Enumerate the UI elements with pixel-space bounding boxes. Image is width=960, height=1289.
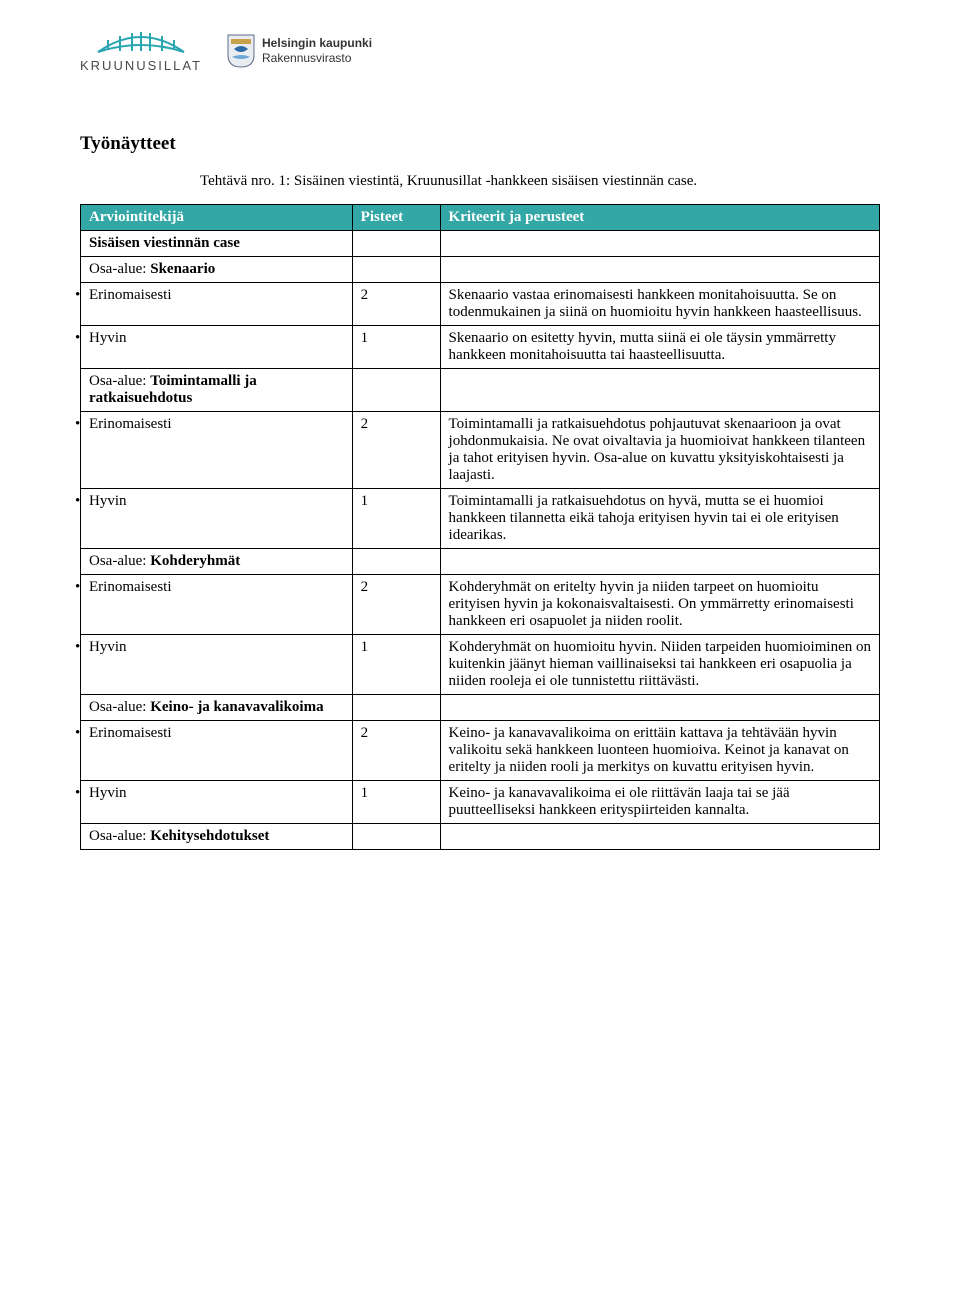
- group-label-cell: Osa-alue: Toimintamalli ja ratkaisuehdot…: [81, 369, 353, 412]
- criteria-cell: Kohderyhmät on eritelty hyvin ja niiden …: [440, 575, 879, 635]
- helsinki-crest-icon: [226, 33, 256, 69]
- group-criteria-cell: [440, 824, 879, 850]
- section-title: Työnäytteet: [80, 133, 880, 155]
- helsinki-org-line2: Rakennusvirasto: [262, 51, 372, 66]
- group-criteria-cell: [440, 549, 879, 575]
- level-cell: Erinomaisesti: [81, 721, 353, 781]
- level-cell: Hyvin: [81, 781, 353, 824]
- level-cell: Hyvin: [81, 326, 353, 369]
- points-cell: 2: [352, 412, 440, 489]
- table-group-row: Osa-alue: Toimintamalli ja ratkaisuehdot…: [81, 369, 880, 412]
- kruunusillat-logo: KRUUNUSILLAT: [80, 28, 202, 73]
- table-group-row: Sisäisen viestinnän case: [81, 231, 880, 257]
- points-cell: 2: [352, 575, 440, 635]
- group-points-cell: [352, 695, 440, 721]
- table-group-row: Osa-alue: Kohderyhmät: [81, 549, 880, 575]
- level-cell: Erinomaisesti: [81, 283, 353, 326]
- table-row: Hyvin1Toimintamalli ja ratkaisuehdotus o…: [81, 489, 880, 549]
- table-group-row: Osa-alue: Skenaario: [81, 257, 880, 283]
- level-cell: Hyvin: [81, 635, 353, 695]
- assessment-table: Arviointitekijä Pisteet Kriteerit ja per…: [80, 204, 880, 850]
- criteria-cell: Keino- ja kanavavalikoima ei ole riittäv…: [440, 781, 879, 824]
- criteria-cell: Keino- ja kanavavalikoima on erittäin ka…: [440, 721, 879, 781]
- document-page: KRUUNUSILLAT Helsingin kaupunki Rakennus…: [0, 0, 960, 1289]
- group-label-cell: Osa-alue: Kehitysehdotukset: [81, 824, 353, 850]
- level-cell: Erinomaisesti: [81, 575, 353, 635]
- points-cell: 2: [352, 283, 440, 326]
- group-points-cell: [352, 257, 440, 283]
- level-cell: Erinomaisesti: [81, 412, 353, 489]
- group-points-cell: [352, 369, 440, 412]
- criteria-cell: Toimintamalli ja ratkaisuehdotus pohjaut…: [440, 412, 879, 489]
- task-line: Tehtävä nro. 1: Sisäinen viestintä, Kruu…: [200, 173, 880, 190]
- group-points-cell: [352, 824, 440, 850]
- points-cell: 1: [352, 489, 440, 549]
- points-cell: 1: [352, 326, 440, 369]
- group-points-cell: [352, 549, 440, 575]
- table-row: Erinomaisesti2Keino- ja kanavavalikoima …: [81, 721, 880, 781]
- helsinki-org-line1: Helsingin kaupunki: [262, 36, 372, 51]
- table-group-row: Osa-alue: Keino- ja kanavavalikoima: [81, 695, 880, 721]
- table-body: Sisäisen viestinnän caseOsa-alue: Skenaa…: [81, 231, 880, 850]
- table-row: Hyvin1Kohderyhmät on huomioitu hyvin. Ni…: [81, 635, 880, 695]
- col-header-factor: Arviointitekijä: [81, 205, 353, 231]
- table-row: Erinomaisesti2Toimintamalli ja ratkaisue…: [81, 412, 880, 489]
- kruunusillat-brand-text: KRUUNUSILLAT: [80, 58, 202, 73]
- criteria-cell: Toimintamalli ja ratkaisuehdotus on hyvä…: [440, 489, 879, 549]
- points-cell: 1: [352, 635, 440, 695]
- helsinki-org-text: Helsingin kaupunki Rakennusvirasto: [262, 36, 372, 66]
- points-cell: 1: [352, 781, 440, 824]
- table-row: Erinomaisesti2Kohderyhmät on eritelty hy…: [81, 575, 880, 635]
- table-row: Hyvin1Keino- ja kanavavalikoima ei ole r…: [81, 781, 880, 824]
- table-row: Erinomaisesti2Skenaario vastaa erinomais…: [81, 283, 880, 326]
- bridge-icon: [96, 28, 186, 56]
- criteria-cell: Kohderyhmät on huomioitu hyvin. Niiden t…: [440, 635, 879, 695]
- criteria-cell: Skenaario vastaa erinomaisesti hankkeen …: [440, 283, 879, 326]
- table-group-row: Osa-alue: Kehitysehdotukset: [81, 824, 880, 850]
- group-criteria-cell: [440, 695, 879, 721]
- header-logos: KRUUNUSILLAT Helsingin kaupunki Rakennus…: [80, 28, 880, 73]
- helsinki-logo: Helsingin kaupunki Rakennusvirasto: [226, 33, 372, 69]
- group-label-cell: Sisäisen viestinnän case: [81, 231, 353, 257]
- points-cell: 2: [352, 721, 440, 781]
- group-criteria-cell: [440, 369, 879, 412]
- group-criteria-cell: [440, 231, 879, 257]
- col-header-points: Pisteet: [352, 205, 440, 231]
- group-points-cell: [352, 231, 440, 257]
- criteria-cell: Skenaario on esitetty hyvin, mutta siinä…: [440, 326, 879, 369]
- table-header-row: Arviointitekijä Pisteet Kriteerit ja per…: [81, 205, 880, 231]
- level-cell: Hyvin: [81, 489, 353, 549]
- col-header-criteria: Kriteerit ja perusteet: [440, 205, 879, 231]
- group-label-cell: Osa-alue: Keino- ja kanavavalikoima: [81, 695, 353, 721]
- group-label-cell: Osa-alue: Skenaario: [81, 257, 353, 283]
- group-label-cell: Osa-alue: Kohderyhmät: [81, 549, 353, 575]
- group-criteria-cell: [440, 257, 879, 283]
- table-row: Hyvin1Skenaario on esitetty hyvin, mutta…: [81, 326, 880, 369]
